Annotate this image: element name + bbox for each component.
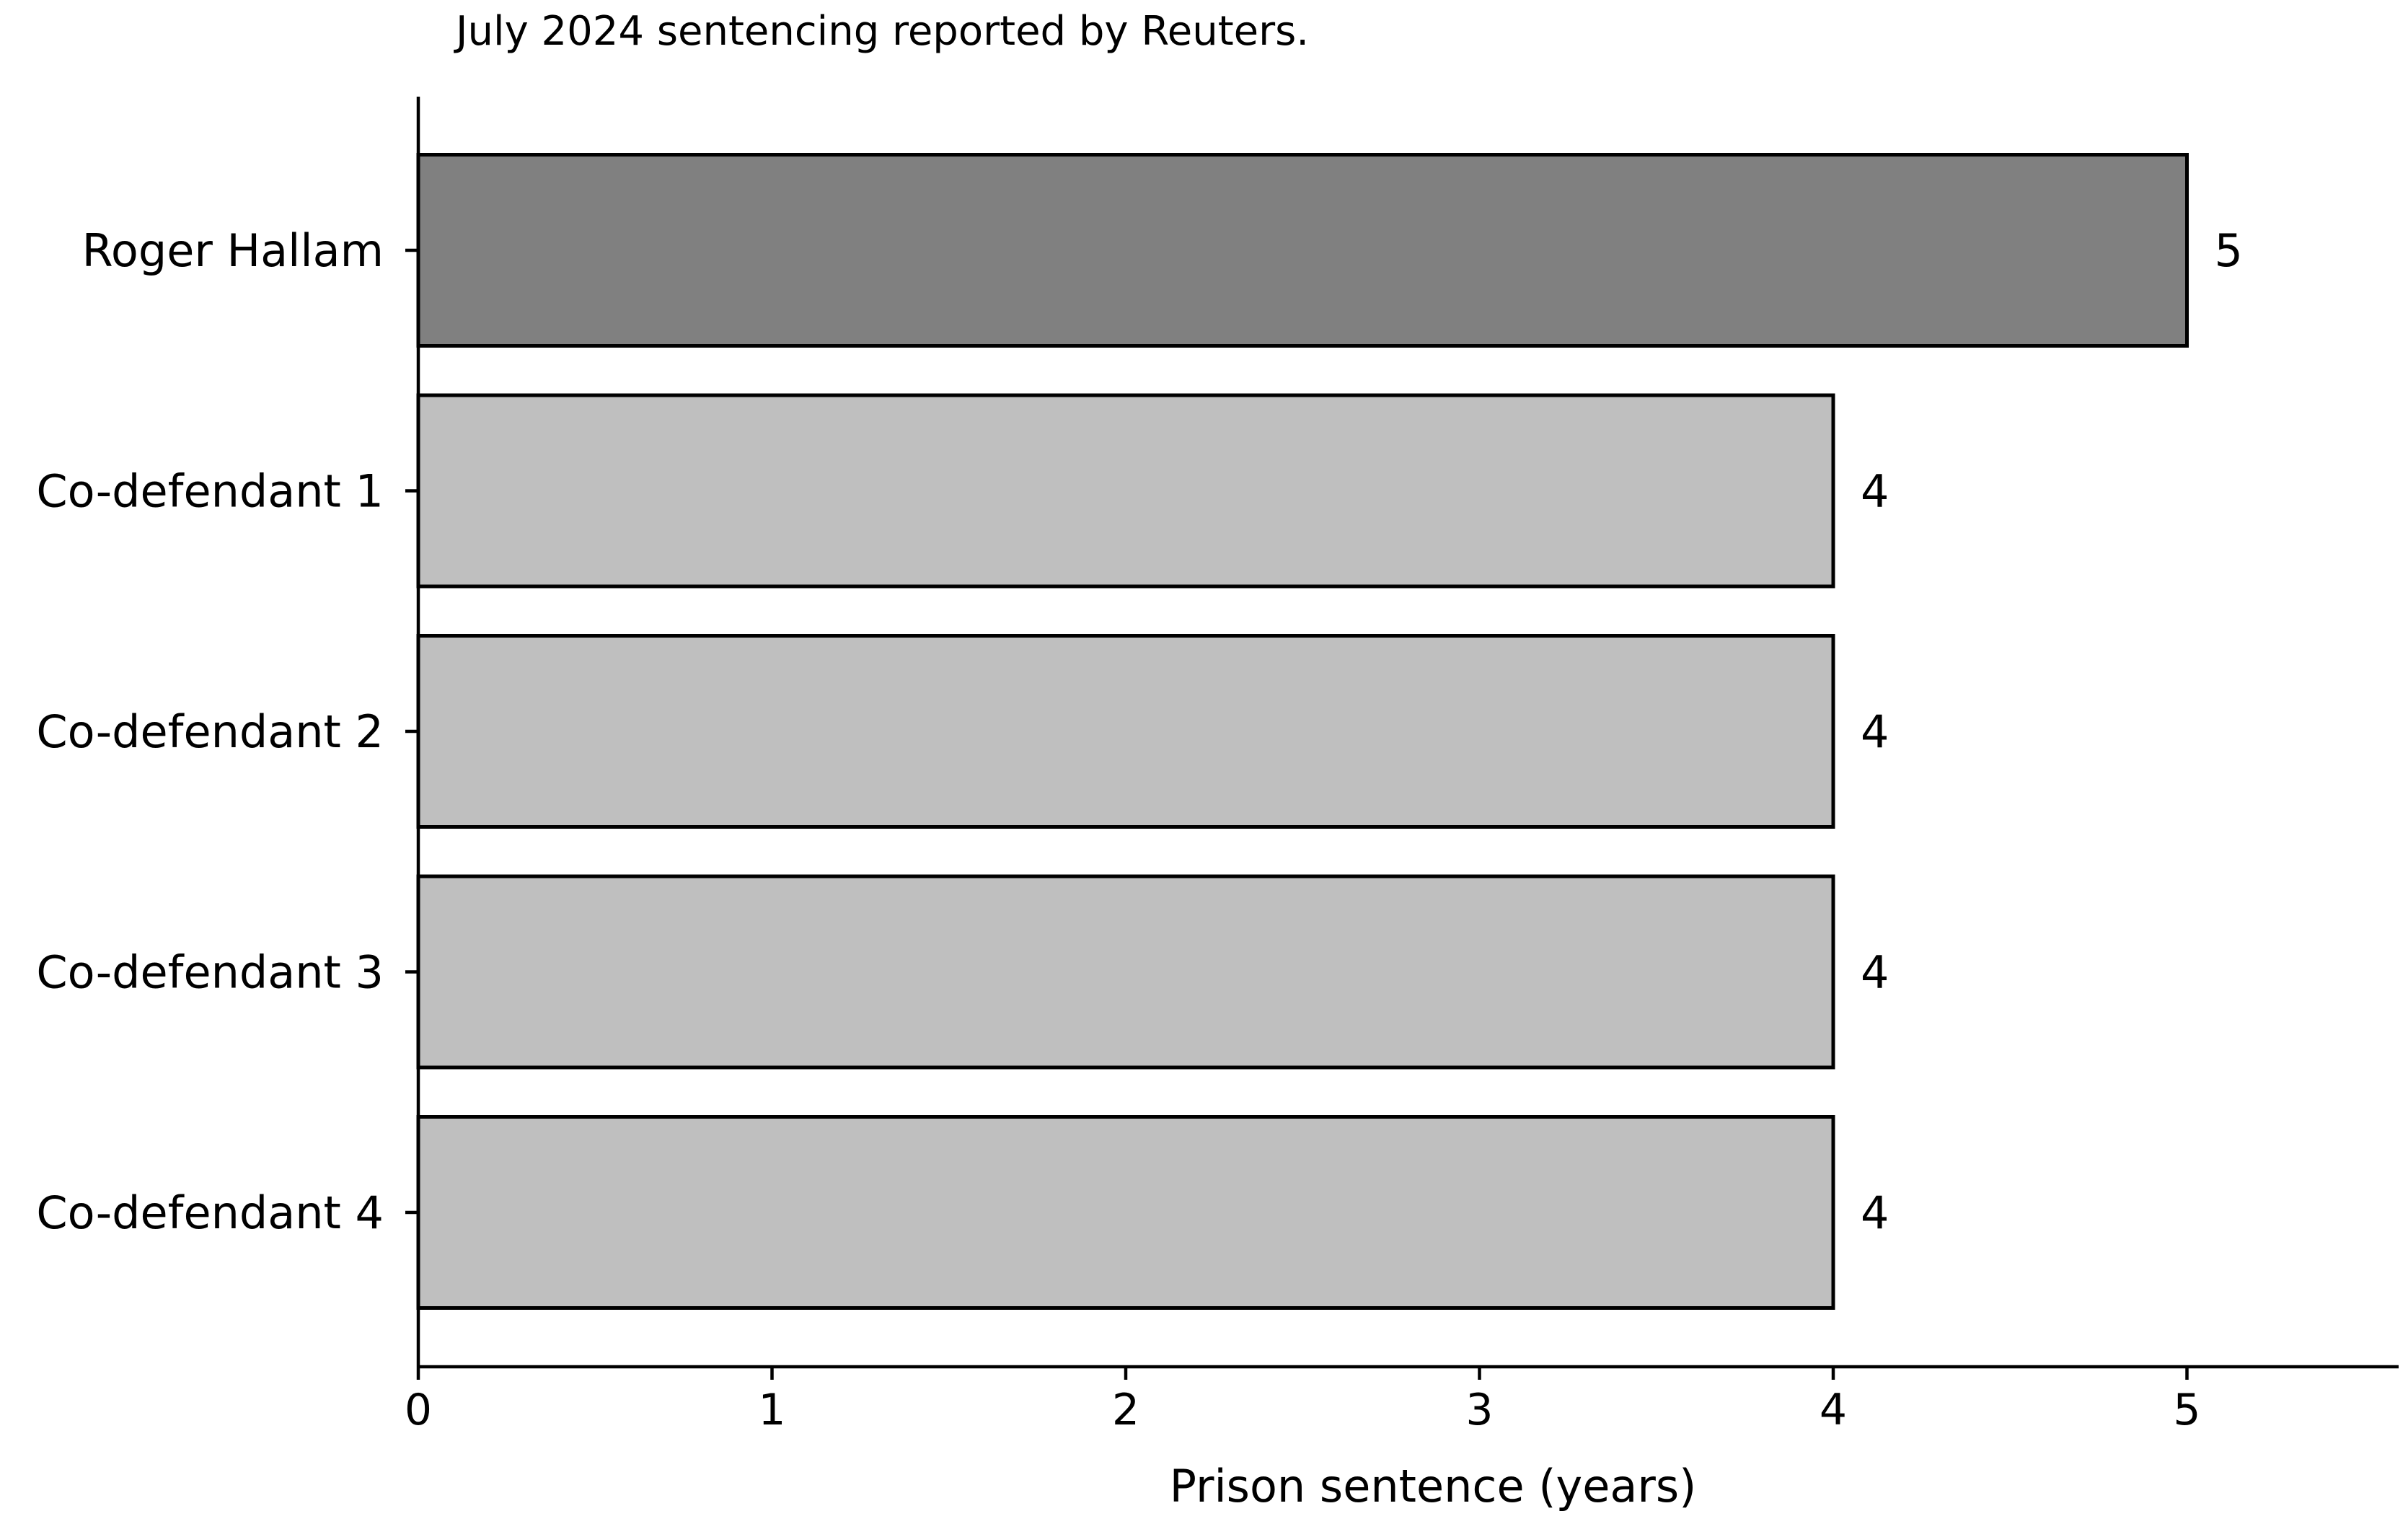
- x-tick-label-2: 2: [1112, 1385, 1139, 1435]
- category-label-2: Co-defendant 1: [36, 465, 384, 518]
- bars-group: 5 4 4 4 4: [416, 153, 2243, 1310]
- x-tick-label-0: 0: [405, 1385, 432, 1435]
- bar-2: [416, 393, 1835, 589]
- x-tick-label-3: 3: [1465, 1385, 1493, 1435]
- value-label-4: 4: [1861, 946, 1889, 999]
- category-label-1: Roger Hallam: [82, 224, 384, 277]
- value-label-2: 4: [1861, 465, 1889, 518]
- category-label-4: Co-defendant 3: [36, 946, 384, 999]
- value-label-1: 5: [2215, 224, 2243, 277]
- bar-3: [416, 634, 1835, 829]
- x-tick-label-5: 5: [2173, 1385, 2200, 1435]
- value-label-5: 4: [1861, 1186, 1889, 1239]
- x-tick-label-4: 4: [1820, 1385, 1847, 1435]
- ticks-group: Roger Hallam Co-defendant 1 Co-defendant 2…: [36, 224, 2200, 1435]
- value-label-3: 4: [1861, 705, 1889, 758]
- chart-subtitle: July 2024 sentencing reported by Reuters…: [454, 8, 1309, 55]
- x-axis-title: Prison sentence (years): [1170, 1460, 1697, 1512]
- category-label-5: Co-defendant 4: [36, 1186, 384, 1239]
- bar-5: [416, 1115, 1835, 1310]
- category-label-3: Co-defendant 2: [36, 705, 384, 758]
- bar-1: [416, 153, 2189, 348]
- x-tick-label-1: 1: [758, 1385, 785, 1435]
- bar-4: [416, 874, 1835, 1070]
